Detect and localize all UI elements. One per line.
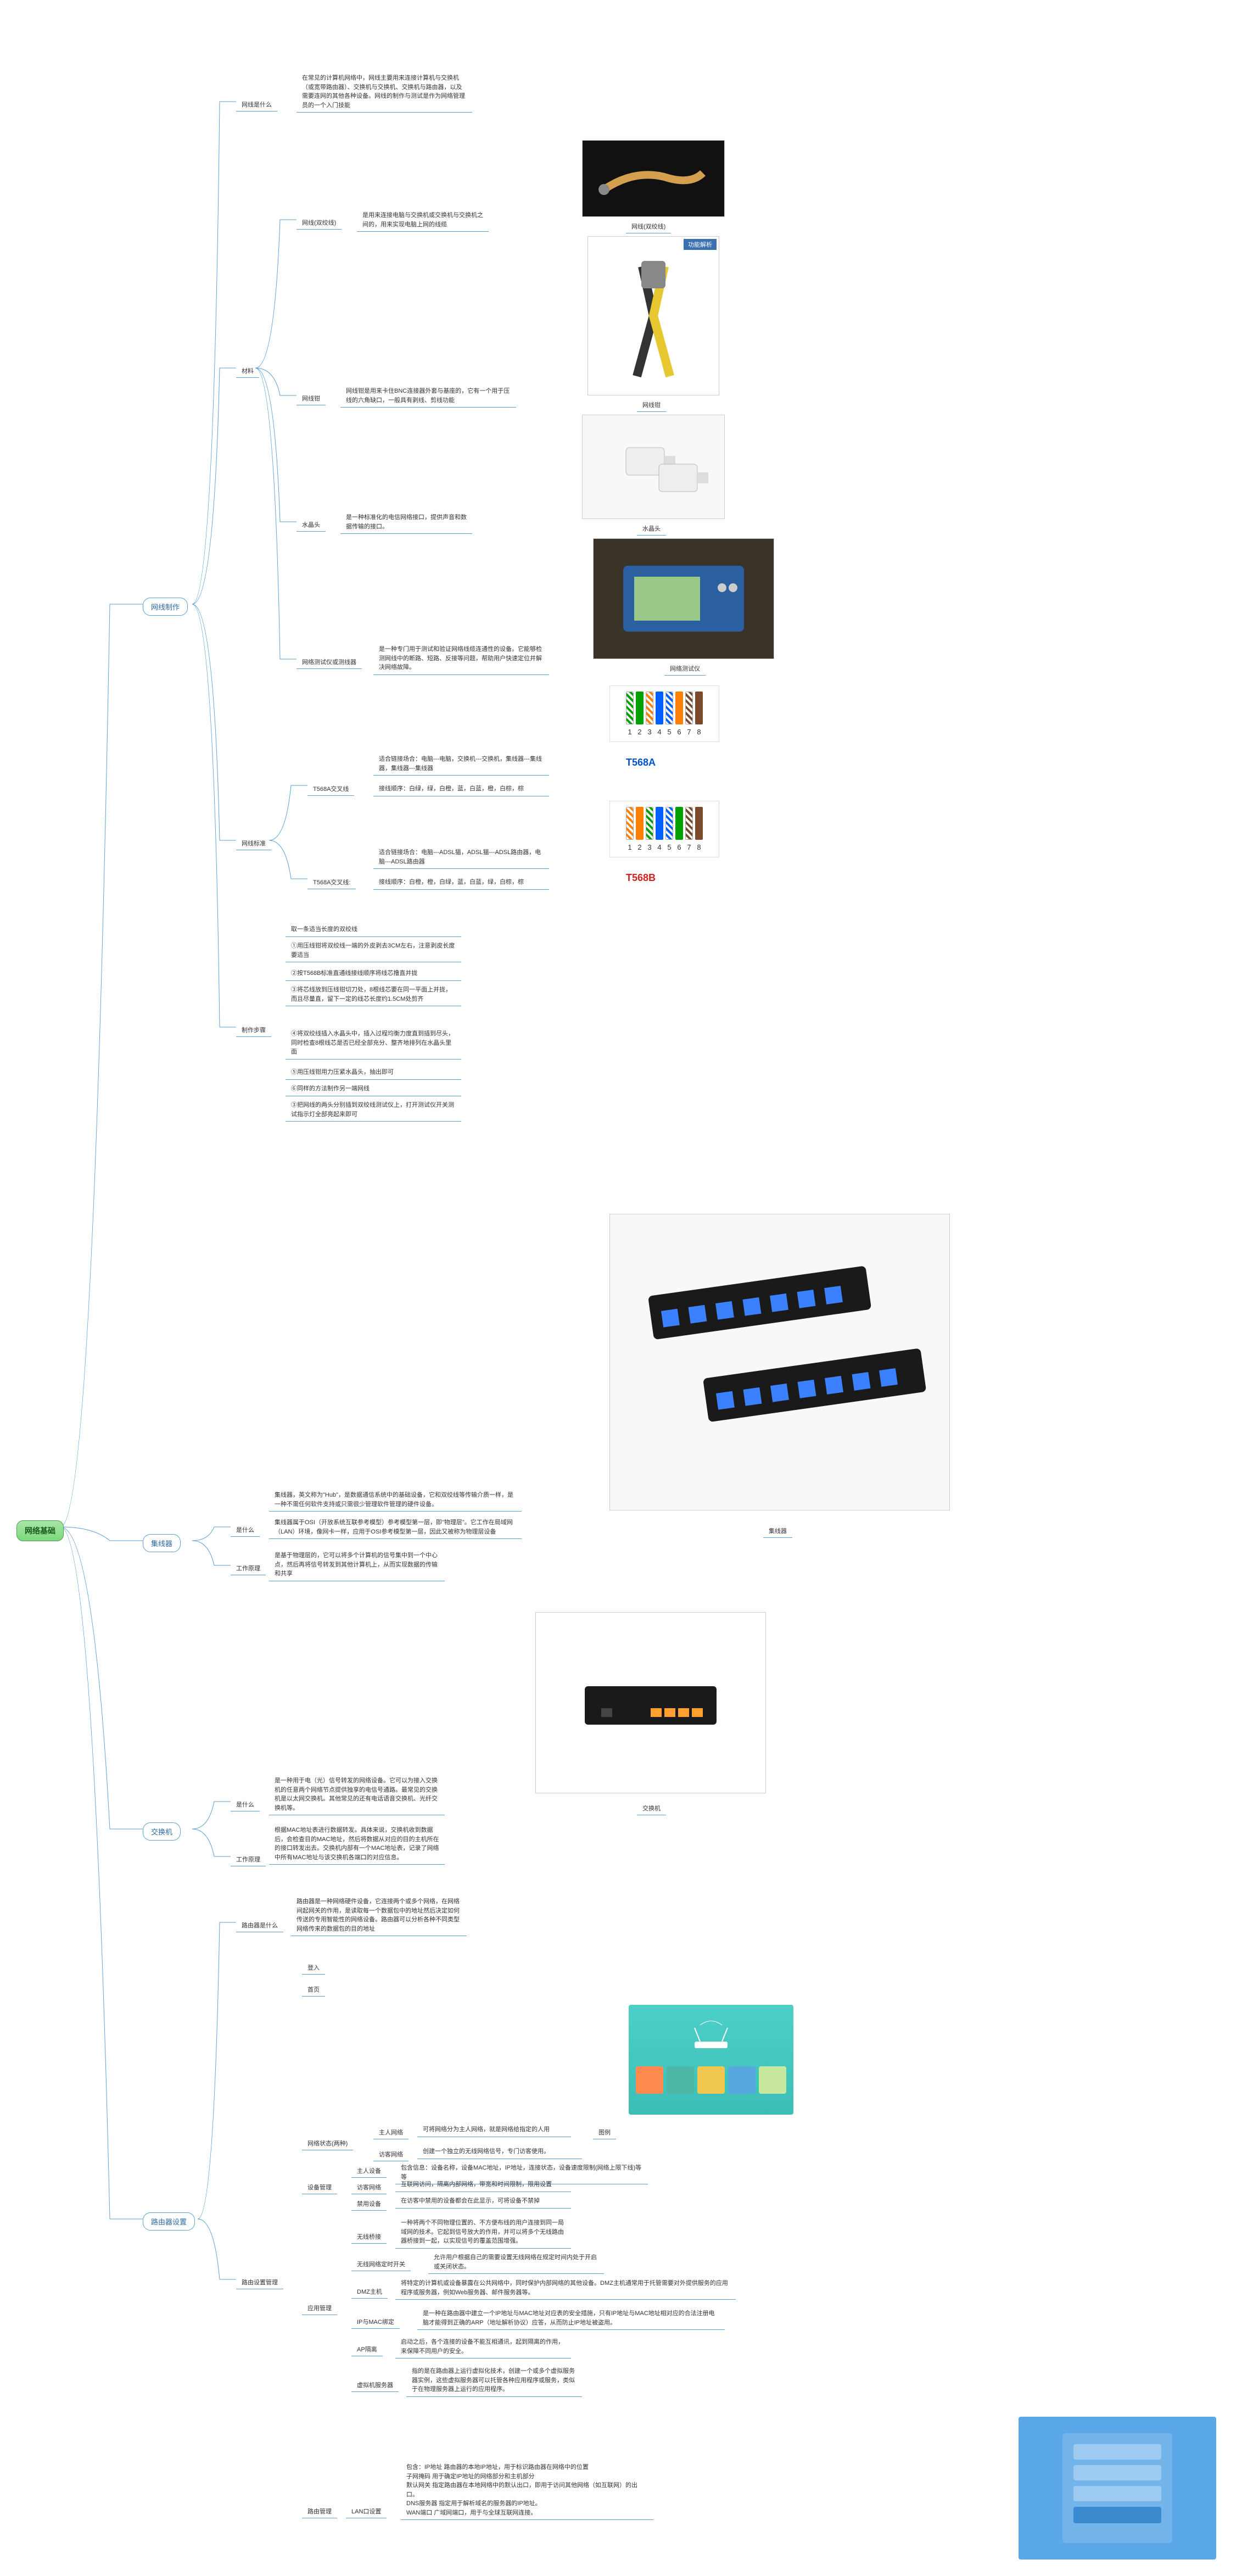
node-ap[interactable]: AP隔离 [351, 2343, 383, 2356]
node-vm[interactable]: 虚拟机服务器 [351, 2378, 399, 2392]
node-rj45[interactable]: 水晶头 [296, 518, 326, 532]
node-switch-what[interactable]: 是什么 [231, 1798, 260, 1811]
step-6: ⑥同样的方法制作另一端网线 [286, 1082, 461, 1096]
node-schedule-desc: 允许用户根据自己的需要设置无线网络在规定时间内处于开启或关闭状态。 [428, 2251, 604, 2274]
branch-cable-making[interactable]: 网线制作 [143, 598, 188, 616]
image-tester [593, 538, 774, 659]
node-schedule[interactable]: 无线网络定时开关 [351, 2257, 411, 2271]
node-main-net[interactable]: 主人网络 [373, 2126, 409, 2139]
node-device-mgmt[interactable]: 设备管理 [302, 2181, 337, 2194]
node-netstatus[interactable]: 网络状态(两种) [302, 2137, 353, 2150]
image-crimper: 功能解析 [588, 236, 719, 395]
node-hub-work[interactable]: 工作原理 [231, 1562, 266, 1575]
image-rj45 [582, 415, 725, 519]
branch-switch[interactable]: 交换机 [143, 1822, 181, 1841]
branch-label: 路由器设置 [151, 2218, 187, 2226]
branch-hub[interactable]: 集线器 [143, 1534, 181, 1552]
node-hub-what-desc1: 集线器，英文称为"Hub"，是数据通信系统中的基础设备，它和双绞线等传输介质一样… [269, 1488, 522, 1512]
step-4: ④将双绞线插入水晶头中，插入过程均衡力度直到插到尽头，同时检查8根线芯是否已经全… [286, 1027, 461, 1060]
node-hub-work-desc: 是基于物理层的，它可以将多个计算机的信号集中到一个中心点，然后再将信号转发到其他… [269, 1549, 445, 1581]
caption-crimper: 网线钳 [637, 398, 666, 412]
branch-label: 集线器 [151, 1540, 172, 1548]
diagram-t568b: 12345678 [609, 801, 719, 857]
node-t568b[interactable]: T568A交叉线: [307, 876, 356, 889]
branch-label: 网线制作 [151, 603, 180, 611]
root-node[interactable]: 网络基础 [16, 1520, 64, 1541]
root-label: 网络基础 [25, 1526, 55, 1535]
node-cable-what[interactable]: 网线是什么 [236, 98, 277, 111]
caption-cable: 网线(双绞线) [626, 220, 671, 233]
branch-router[interactable]: 路由器设置 [143, 2212, 195, 2231]
node-guest-device-desc: 互联网访问，隔离内部网络，带宽和时间限制，限用设置 [395, 2178, 571, 2192]
node-tester[interactable]: 网络测试仪或测线器 [296, 655, 362, 669]
caption-hub: 集线器 [763, 1524, 792, 1538]
node-hub-what-desc2: 集线器属于OSI（开放系统互联参考模型）参考模型第一层，即"物理层"。它工作在局… [269, 1516, 522, 1539]
node-bridge[interactable]: 无线桥接 [351, 2230, 387, 2244]
node-switch-work-desc: 根据MAC地址表进行数据转发。具体来说，交换机收到数据后，会检查目的MAC地址，… [269, 1824, 445, 1865]
node-guest-device[interactable]: 访客网络 [351, 2181, 387, 2194]
node-steps[interactable]: 制作步骤 [236, 1023, 271, 1037]
node-t568a[interactable]: T568A交叉线 [307, 782, 354, 796]
node-t568a-use: 适合链接场合：电脑---电脑，交换机---交换机，集线器---集线器，集线器--… [373, 752, 549, 776]
node-cable-what-desc: 在常见的计算机网络中，网线主要用来连接计算机与交换机（或宽带路由器）、交换机与交… [296, 71, 472, 113]
node-home[interactable]: 首页 [302, 1983, 325, 1997]
label-t568a: T568A [626, 757, 656, 768]
node-guest-net[interactable]: 访客网络 [373, 2148, 409, 2161]
node-dmz-desc: 将特定的计算机或设备暴露在公共网络中，同时保护内部网络的其他设备。DMZ主机通常… [395, 2277, 736, 2300]
caption-rj45: 水晶头 [637, 522, 666, 536]
node-guest-net-desc: 创建一个独立的无线网络信号，专门访客使用。 [417, 2145, 582, 2159]
node-main-device[interactable]: 主人设备 [351, 2164, 387, 2178]
node-crimper[interactable]: 网线钳 [296, 392, 326, 405]
node-t568a-order: 接线顺序：白绿，绿，白橙，蓝，白蓝，橙，白棕，棕 [373, 782, 549, 796]
label-t568b: T568B [626, 872, 656, 884]
node-standard[interactable]: 网线标准 [236, 837, 271, 850]
node-twisted-pair-desc: 是用来连接电脑与交换机或交换机与交换机之间的，用来实现电脑上网的线缆 [357, 209, 489, 232]
node-ap-desc: 启动之后，各个连接的设备不能互相通讯，起到隔离的作用，来保障不同用户的安全。 [395, 2335, 571, 2358]
mindmap-container: 网络基础 网线制作 网线是什么 在常见的计算机网络中，网线主要用来连接计算机与交… [0, 0, 1242, 2576]
node-crimper-desc: 网线钳是用来卡住BNC连接器外套与基座的，它有一个用于压线的六角缺口，一般具有剥… [340, 384, 516, 408]
step-3: ③将芯线放到压线钳切刀处，8根线芯要在同一平面上并拢，而且尽量直，留下一定的线芯… [286, 983, 461, 1006]
step-2: ②按T568B标准直通线接线顺序将线芯撸直并拢 [286, 967, 461, 981]
node-ban-device[interactable]: 禁用设备 [351, 2197, 387, 2211]
node-hub-what[interactable]: 是什么 [231, 1523, 260, 1537]
step-0: 取一条适当长度的双绞线 [286, 923, 461, 937]
diagram-t568a: 12345678 [609, 685, 719, 742]
node-vm-desc: 指的是在路由器上运行虚拟化技术，创建一个或多个虚拟服务器实例，这些虚拟服务器可以… [406, 2365, 582, 2397]
node-twisted-pair[interactable]: 网线(双绞线) [296, 216, 342, 230]
node-switch-what-desc: 是一种用于电（光）信号转发的网络设备。它可以为接入交换机的任意两个网络节点提供独… [269, 1774, 445, 1815]
node-router-what-desc: 路由器是一种网络硬件设备，它连接两个或多个网络，在网络间起网关的作用，是读取每一… [291, 1895, 467, 1936]
node-router-mgmt[interactable]: 路由设置管理 [236, 2276, 283, 2289]
node-bridge-desc: 一种将两个不同物理位置的、不方便布线的用户连接到同一局域网的技术。它起到信号放大… [395, 2216, 571, 2249]
step-5: ⑤用压线钳用力压紧水晶头，抽出即可 [286, 1066, 461, 1080]
step-1: ①用压线钳将双绞线一端的外皮剥去3CM左右，注意剥皮长度要适当 [286, 939, 461, 962]
node-ipmac[interactable]: IP与MAC绑定 [351, 2315, 400, 2329]
node-material[interactable]: 材料 [236, 364, 259, 378]
node-router-what[interactable]: 路由器是什么 [236, 1919, 283, 1932]
node-tester-desc: 是一种专门用于测试和验证网络线缆连通性的设备。它能够检测网线中的断路、短路、反接… [373, 643, 549, 675]
image-router-home [629, 2005, 793, 2115]
node-example[interactable]: 图例 [593, 2126, 616, 2139]
node-app-mgmt[interactable]: 应用管理 [302, 2301, 337, 2315]
node-route-mgmt[interactable]: 路由管理 [302, 2505, 337, 2518]
node-ban-device-desc: 在访客中禁用的设备都会在此显示，可将设备不禁掉 [395, 2194, 571, 2209]
node-t568b-use: 适合链接场合：电脑---ADSL猫，ADSL猫---ADSL路由器，电脑---A… [373, 846, 549, 869]
node-login[interactable]: 登入 [302, 1961, 325, 1975]
caption-tester: 网络测试仪 [664, 662, 706, 676]
node-switch-work[interactable]: 工作原理 [231, 1853, 266, 1866]
node-rj45-desc: 是一种标准化的电信网络接口，提供声音和数据传输的接口。 [340, 511, 472, 534]
node-main-net-desc: 可将网络分为主人网络，就是网络给指定的人用 [417, 2123, 571, 2137]
node-lan-desc: 包含：IP地址 路由器的本地IP地址，用于标识路由器在网络中的位置 子网掩码 用… [401, 2461, 653, 2520]
caption-switch: 交换机 [637, 1802, 666, 1815]
step-7: ③把网线的两头分别插到双绞线测试仪上，打开测试仪开关测试指示灯全部亮起来即可 [286, 1099, 461, 1122]
image-router-login [1019, 2417, 1216, 2560]
branch-label: 交换机 [151, 1828, 172, 1836]
node-dmz[interactable]: DMZ主机 [351, 2285, 388, 2299]
image-cable [582, 140, 725, 217]
image-hub [609, 1214, 950, 1510]
node-lan[interactable]: LAN口设置 [346, 2505, 387, 2518]
image-switch [535, 1612, 766, 1793]
node-ipmac-desc: 是一种在路由器中建立一个IP地址与MAC地址对应表的安全措施，只有IP地址与MA… [417, 2307, 725, 2330]
node-t568b-order: 接线顺序：白橙，橙，白绿，蓝，白蓝，绿，白棕，棕 [373, 876, 549, 890]
